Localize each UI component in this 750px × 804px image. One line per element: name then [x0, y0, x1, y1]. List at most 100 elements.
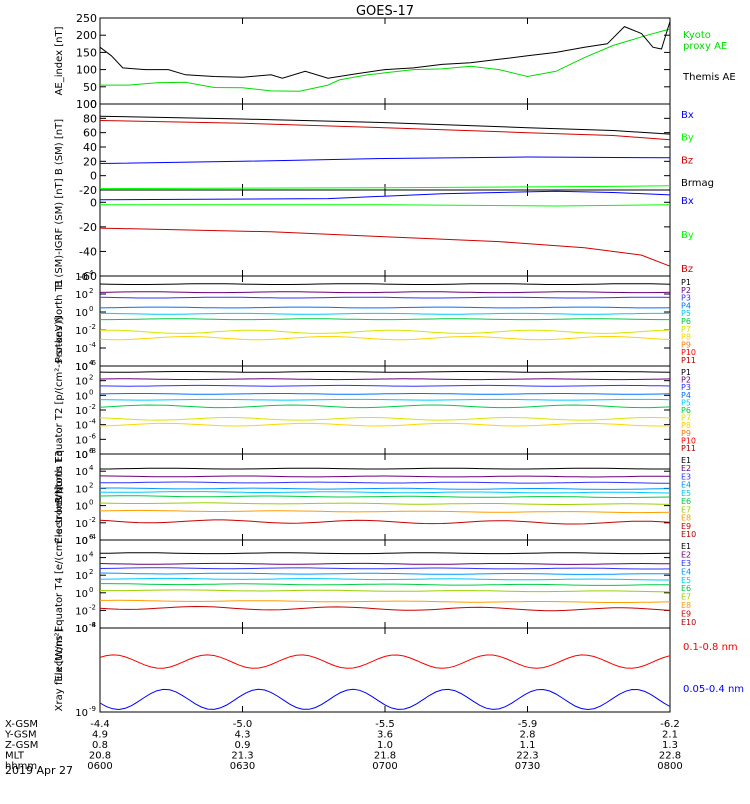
series-line-p4	[99, 306, 671, 309]
y-tick-exponent: 4	[89, 359, 94, 367]
legend-label: P8	[681, 421, 691, 430]
legend-label: E7	[681, 505, 691, 514]
y-tick-exponent: 0	[89, 499, 93, 507]
y-tick-exponent: -8	[89, 447, 96, 455]
series-line-e1	[100, 467, 670, 470]
legend-label: P9	[681, 340, 691, 349]
legend-label: P1	[681, 278, 691, 287]
series-line-e3	[99, 567, 671, 570]
y-tick-label: 10	[75, 589, 88, 600]
series-line-e4	[99, 487, 671, 490]
y-tick-exponent: -6	[89, 359, 97, 367]
x-axis-row-label: hhmm	[5, 761, 37, 772]
x-axis-ephemeris: X-GSM -4.4 -5.0 -5.5 -5.9 -6.2 Y-GSM 4.9 4.3 3.6 2…	[4, 719, 683, 772]
series-line-e4	[99, 572, 670, 575]
legend-label: E1	[681, 456, 691, 465]
x-axis-row-value: 20.8	[89, 751, 111, 762]
x-axis-row-value: 0700	[372, 761, 397, 772]
y-tick-exponent: 4	[89, 464, 94, 472]
y-tick-label: 10	[75, 554, 88, 565]
x-axis-row-value: 1.0	[377, 740, 393, 751]
legend-label: E9	[681, 522, 691, 531]
y-tick-label: -20	[79, 184, 97, 197]
y-tick-label: 10	[75, 536, 88, 547]
legend-label: P10	[681, 348, 696, 357]
x-axis-row-value: 3.6	[377, 730, 393, 741]
x-axis-row-value: 0730	[515, 761, 540, 772]
legend-label: P4	[681, 301, 691, 310]
series-line-p3	[99, 296, 671, 299]
legend-label: P4	[681, 391, 691, 400]
series-line-p7	[99, 416, 671, 421]
x-axis-row-value: 4.9	[92, 730, 108, 741]
y-tick-exponent: -2	[89, 516, 96, 524]
series-line-e9	[99, 519, 671, 525]
x-axis-row-value: -6.2	[660, 719, 680, 730]
series-line-bx	[99, 156, 671, 164]
legend-label: Bz	[681, 264, 693, 275]
series-line-e7	[99, 502, 671, 505]
legend-label: E3	[681, 559, 691, 568]
x-axis-row-value: 1.1	[520, 740, 536, 751]
panel-frame	[99, 189, 671, 277]
series-line-p5	[99, 398, 671, 401]
legend-label: P5	[681, 398, 691, 407]
y-tick-exponent: 6	[89, 447, 94, 455]
y-tick-label: 10	[75, 391, 88, 402]
legend-label: P7	[681, 414, 691, 423]
y-tick-exponent: 0	[89, 305, 93, 313]
x-axis-row-value: -4.4	[90, 719, 110, 730]
legend-label: By	[681, 230, 694, 241]
y-tick-label: 10	[75, 435, 88, 446]
x-axis-row-value: 0600	[87, 761, 112, 772]
y-tick-label: -20	[79, 221, 97, 234]
series-line-e3	[100, 481, 670, 484]
series-line-p5	[100, 312, 670, 315]
y-tick-label: -40	[79, 245, 97, 258]
series-line-themis-ae	[99, 21, 671, 79]
legend-label: P7	[681, 325, 691, 334]
series-line-kyoto-proxy-ae	[100, 28, 671, 92]
y-tick-label: 10	[75, 450, 88, 461]
series-line-e5	[99, 491, 671, 494]
y-tick-exponent: 2	[89, 374, 93, 382]
x-axis-row-value: 22.3	[516, 751, 538, 762]
y-tick-exponent: -2	[89, 603, 96, 611]
x-axis-row-value: -5.9	[518, 719, 538, 730]
y-tick-exponent: 2	[89, 481, 93, 489]
y-tick-label: 10	[75, 624, 88, 635]
legend-label: 0.1-0.8 nm	[683, 642, 738, 653]
series-line-p8	[99, 335, 671, 341]
x-axis-row-value: -5.5	[375, 719, 395, 730]
legend-label: Bz	[681, 155, 693, 166]
y-tick-label: 20	[83, 155, 97, 168]
y-tick-exponent: 2	[89, 287, 93, 295]
x-axis-row-value: 21.3	[231, 751, 253, 762]
series-line-e2	[99, 562, 671, 565]
legend-label: Bx	[681, 196, 694, 207]
series-line-p1	[99, 371, 671, 373]
y-tick-exponent: -2	[89, 403, 96, 411]
legend-label: By	[681, 133, 694, 144]
y-tick-label: 50	[83, 81, 97, 94]
series-line-p2	[99, 378, 671, 381]
series-line-0-1-0-8-nm	[99, 654, 671, 669]
legend-label: E4	[681, 567, 691, 576]
y-axis-label: Electrons Equator T4 [e/(cm²-s-sr-keV)]	[54, 486, 65, 681]
y-tick-label: 10	[75, 272, 88, 283]
y-tick-exponent: -6	[89, 432, 97, 440]
y-tick-label: 10	[75, 450, 88, 461]
series-line-e6	[100, 583, 670, 586]
legend-label: 0.05-0.4 nm	[683, 684, 744, 695]
y-tick-label: 10	[75, 377, 88, 388]
y-tick-exponent: 0	[89, 586, 93, 594]
x-axis-row-label: MLT	[5, 751, 25, 762]
series-line-bz	[99, 227, 671, 267]
y-tick-exponent: -2	[89, 323, 96, 331]
legend-label: E7	[681, 593, 691, 602]
legend-label: P6	[681, 317, 691, 326]
